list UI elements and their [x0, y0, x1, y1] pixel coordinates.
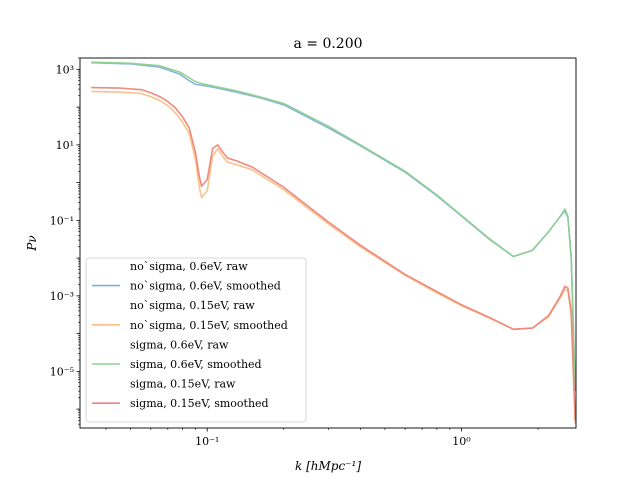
x-axis-label: k [hMpc⁻¹]	[295, 459, 361, 473]
series-line-7	[91, 86, 576, 421]
plot-area	[91, 61, 576, 425]
y-tick-label: 10⁻⁵	[50, 365, 74, 378]
x-tick-label: 10⁻¹	[195, 435, 219, 448]
ticks-layer: 10⁻¹ 10⁰ 10³ 10¹ 10⁻¹ 10⁻³ 10⁻⁵	[50, 57, 539, 448]
y-tick-label: 10⁻³	[50, 290, 74, 303]
legend-label: sigma, 0.15eV, smoothed	[130, 397, 269, 410]
y-axis-label: Pν	[25, 235, 39, 251]
legend-label: sigma, 0.6eV, smoothed	[130, 358, 262, 371]
legend-label: sigma, 0.15eV, raw	[130, 378, 236, 391]
series-layer	[91, 61, 576, 425]
y-tick-label: 10³	[56, 63, 74, 76]
legend-label: no`sigma, 0.6eV, raw	[130, 260, 248, 273]
legend-label: no`sigma, 0.6eV, smoothed	[130, 280, 281, 293]
legend-label: no`sigma, 0.15eV, smoothed	[130, 319, 288, 332]
legend: no`sigma, 0.6eV, raw no`sigma, 0.6eV, smo…	[85, 257, 307, 423]
plot-frame	[79, 57, 577, 429]
chart-title: a = 0.200	[293, 36, 362, 52]
x-tick-label: 10⁰	[452, 435, 471, 448]
legend-box	[85, 257, 307, 423]
y-tick-label: 10⁻¹	[50, 214, 74, 227]
legend-label: sigma, 0.6eV, raw	[130, 338, 229, 351]
legend-label: no`sigma, 0.15eV, raw	[130, 299, 255, 312]
series-line-5	[91, 61, 576, 387]
y-tick-label: 10¹	[56, 139, 74, 152]
